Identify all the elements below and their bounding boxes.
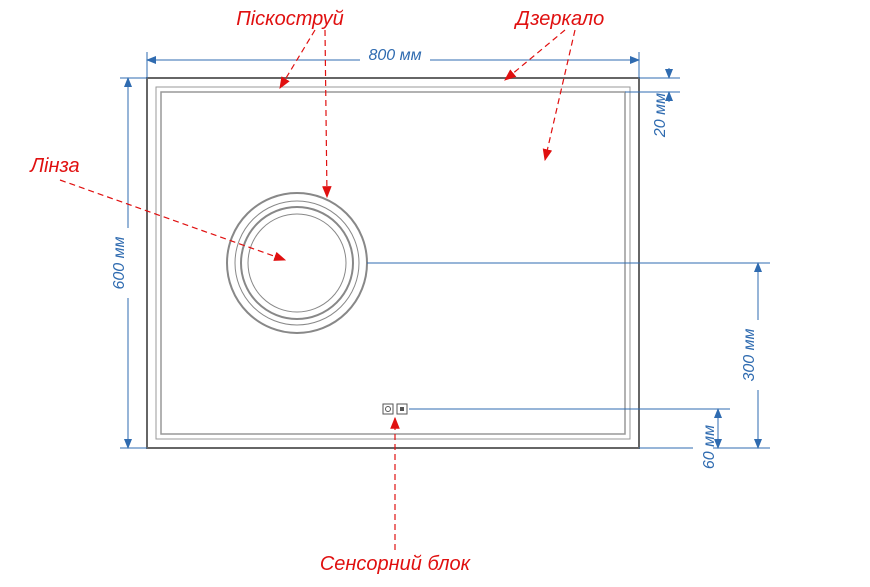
dim-height: 600 мм bbox=[111, 78, 147, 448]
leader-mirror-1 bbox=[505, 30, 565, 80]
label-sensor: Сенсорний блок bbox=[320, 553, 472, 575]
leader-sandblast-1 bbox=[280, 30, 315, 88]
label-sandblast: Піскоструй bbox=[236, 8, 344, 30]
dim-width-text: 800 мм bbox=[368, 47, 421, 64]
dim-lens-center-text: 300 мм bbox=[741, 328, 758, 381]
leader-mirror-2 bbox=[545, 30, 575, 160]
dim-sensor-bottom-text: 60 мм bbox=[701, 425, 718, 469]
dim-gap-top-text: 20 мм bbox=[652, 93, 669, 138]
leader-lens bbox=[60, 180, 285, 260]
leader-sandblast-2 bbox=[325, 30, 327, 197]
lens-ring-inner bbox=[248, 214, 346, 312]
diagram-svg: 800 мм 600 мм 20 мм 300 мм 60 мм Піскост… bbox=[0, 0, 870, 587]
dim-height-text: 600 мм bbox=[111, 236, 128, 289]
label-mirror: Дзеркало bbox=[514, 8, 605, 30]
sensor-block-icon bbox=[383, 404, 407, 414]
label-lens: Лінза bbox=[28, 155, 79, 177]
lens-ring-2 bbox=[235, 201, 359, 325]
lens-ring-3 bbox=[241, 207, 353, 319]
